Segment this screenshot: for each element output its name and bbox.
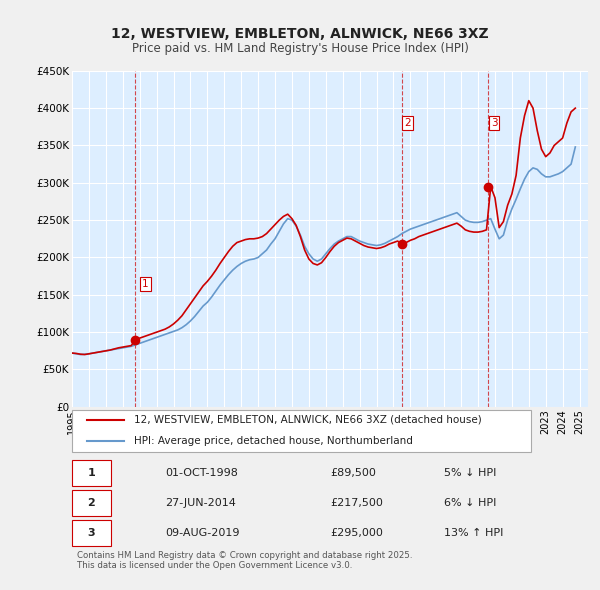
Text: £89,500: £89,500	[330, 468, 376, 478]
Text: 13% ↑ HPI: 13% ↑ HPI	[443, 528, 503, 538]
Text: 3: 3	[491, 118, 497, 128]
Text: 6% ↓ HPI: 6% ↓ HPI	[443, 498, 496, 508]
FancyBboxPatch shape	[72, 490, 110, 516]
Text: 01-OCT-1998: 01-OCT-1998	[165, 468, 238, 478]
Text: 1: 1	[87, 468, 95, 478]
Text: 2: 2	[404, 118, 411, 128]
FancyBboxPatch shape	[72, 460, 110, 486]
Text: 12, WESTVIEW, EMBLETON, ALNWICK, NE66 3XZ (detached house): 12, WESTVIEW, EMBLETON, ALNWICK, NE66 3X…	[134, 415, 482, 425]
Text: £217,500: £217,500	[330, 498, 383, 508]
Text: 3: 3	[87, 528, 95, 538]
Text: Contains HM Land Registry data © Crown copyright and database right 2025.
This d: Contains HM Land Registry data © Crown c…	[77, 551, 413, 571]
Text: 2: 2	[87, 498, 95, 508]
Text: 27-JUN-2014: 27-JUN-2014	[165, 498, 236, 508]
Text: 5% ↓ HPI: 5% ↓ HPI	[443, 468, 496, 478]
Text: Price paid vs. HM Land Registry's House Price Index (HPI): Price paid vs. HM Land Registry's House …	[131, 42, 469, 55]
FancyBboxPatch shape	[72, 520, 110, 546]
Text: £295,000: £295,000	[330, 528, 383, 538]
Text: HPI: Average price, detached house, Northumberland: HPI: Average price, detached house, Nort…	[134, 435, 413, 445]
Text: 1: 1	[142, 278, 149, 289]
FancyBboxPatch shape	[72, 409, 531, 452]
Text: 09-AUG-2019: 09-AUG-2019	[165, 528, 239, 538]
Text: 12, WESTVIEW, EMBLETON, ALNWICK, NE66 3XZ: 12, WESTVIEW, EMBLETON, ALNWICK, NE66 3X…	[111, 27, 489, 41]
